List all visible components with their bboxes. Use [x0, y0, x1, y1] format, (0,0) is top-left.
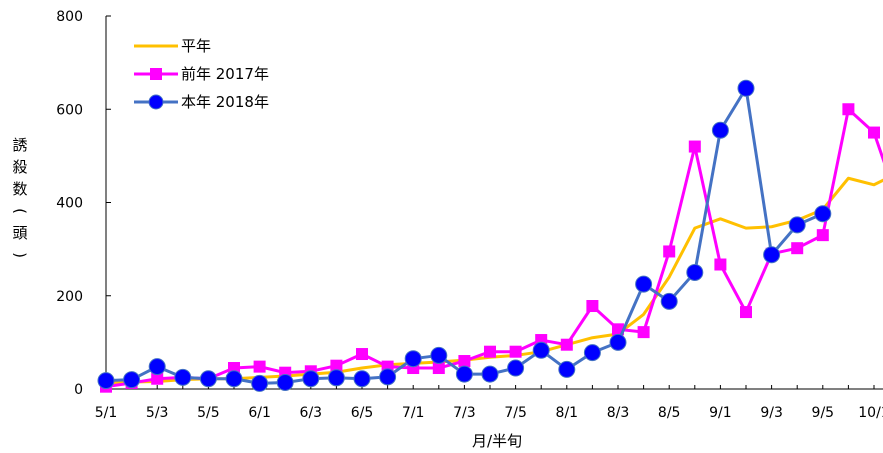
data-point [330, 359, 343, 372]
x-tick-label: 9/3 [760, 405, 783, 421]
data-point [484, 345, 496, 358]
data-point [532, 341, 550, 359]
series-1 [100, 103, 883, 393]
data-point [737, 79, 755, 97]
data-point [686, 263, 704, 281]
data-point [711, 121, 729, 139]
x-tick-label: 9/1 [709, 405, 732, 421]
data-point [558, 360, 576, 378]
data-point [148, 358, 166, 376]
x-tick-label: 8/3 [607, 405, 630, 421]
data-point [788, 216, 806, 234]
y-axis-title: 誘殺数 ( 頭) [11, 136, 29, 258]
legend-marker [150, 68, 162, 80]
data-point [763, 246, 781, 264]
y-tick-label: 600 [56, 102, 83, 118]
y-tick-label: 200 [56, 289, 83, 305]
y-tick-label: 800 [56, 9, 83, 25]
data-point [199, 370, 217, 388]
y-tick-label: 400 [56, 196, 83, 212]
data-point [481, 365, 499, 383]
data-point [507, 359, 525, 377]
svg-text:数: 数 [12, 180, 27, 198]
data-point [151, 372, 164, 385]
data-point [791, 242, 804, 255]
data-point [560, 338, 573, 351]
data-point [356, 348, 368, 361]
legend-label: 本年 2018年 [181, 93, 269, 111]
x-tick-label: 10/1 [858, 405, 883, 421]
data-point [404, 350, 422, 368]
data-point [253, 360, 266, 373]
svg-text:殺: 殺 [12, 158, 27, 176]
data-point [174, 368, 192, 386]
data-point [688, 140, 701, 153]
data-point [432, 362, 445, 375]
legend-marker [148, 94, 164, 110]
data-point [842, 103, 855, 116]
data-point [663, 245, 676, 258]
data-point [660, 292, 678, 310]
y-tick-label: 0 [74, 382, 83, 398]
legend-item: 前年 2017年 [134, 65, 269, 83]
data-point [714, 258, 727, 271]
data-point [97, 372, 115, 390]
legend-label: 平年 [181, 37, 211, 55]
svg-text:(: ( [11, 208, 29, 214]
data-point [353, 370, 371, 388]
data-point [583, 344, 601, 362]
svg-text:): ) [11, 252, 29, 258]
data-point [302, 370, 320, 388]
x-tick-label: 7/1 [402, 405, 425, 421]
x-tick-label: 9/5 [812, 405, 835, 421]
data-point [509, 345, 522, 358]
x-tick-label: 5/5 [197, 405, 220, 421]
svg-text:誘: 誘 [12, 136, 27, 154]
x-tick-label: 8/5 [658, 405, 681, 421]
data-point [327, 369, 345, 387]
data-point [637, 326, 650, 339]
x-tick-label: 6/1 [248, 405, 271, 421]
data-point [868, 126, 880, 139]
x-tick-label: 5/1 [95, 405, 118, 421]
x-tick-label: 5/3 [146, 405, 169, 421]
series-layer [97, 79, 883, 393]
series-2 [97, 79, 832, 392]
x-tick-label: 6/3 [300, 405, 323, 421]
svg-text:頭: 頭 [12, 224, 27, 242]
data-point [816, 229, 829, 242]
data-point [814, 205, 832, 223]
data-point [251, 374, 269, 392]
data-point [455, 365, 473, 383]
data-point [430, 346, 448, 364]
data-point [123, 371, 141, 389]
data-point [379, 368, 397, 386]
data-point [225, 370, 243, 388]
data-point [458, 355, 471, 368]
data-point [609, 333, 627, 351]
data-point [635, 275, 653, 293]
data-point [740, 306, 752, 319]
legend-item: 平年 [134, 37, 211, 55]
chart-axes: 0 200 400 600 800 5/1 5/3 5/5 6/1 6/3 6/5 7/1 7/3 7/5… [56, 9, 883, 421]
legend-item: 本年 2018年 [134, 93, 269, 111]
data-point [276, 373, 294, 391]
x-tick-label: 7/5 [504, 405, 527, 421]
x-tick-label: 6/5 [351, 405, 374, 421]
data-point [586, 300, 599, 313]
x-tick-label: 7/3 [453, 405, 476, 421]
legend-label: 前年 2017年 [181, 65, 269, 83]
x-tick-label: 8/1 [556, 405, 579, 421]
x-axis-title: 月/半旬 [472, 432, 522, 450]
